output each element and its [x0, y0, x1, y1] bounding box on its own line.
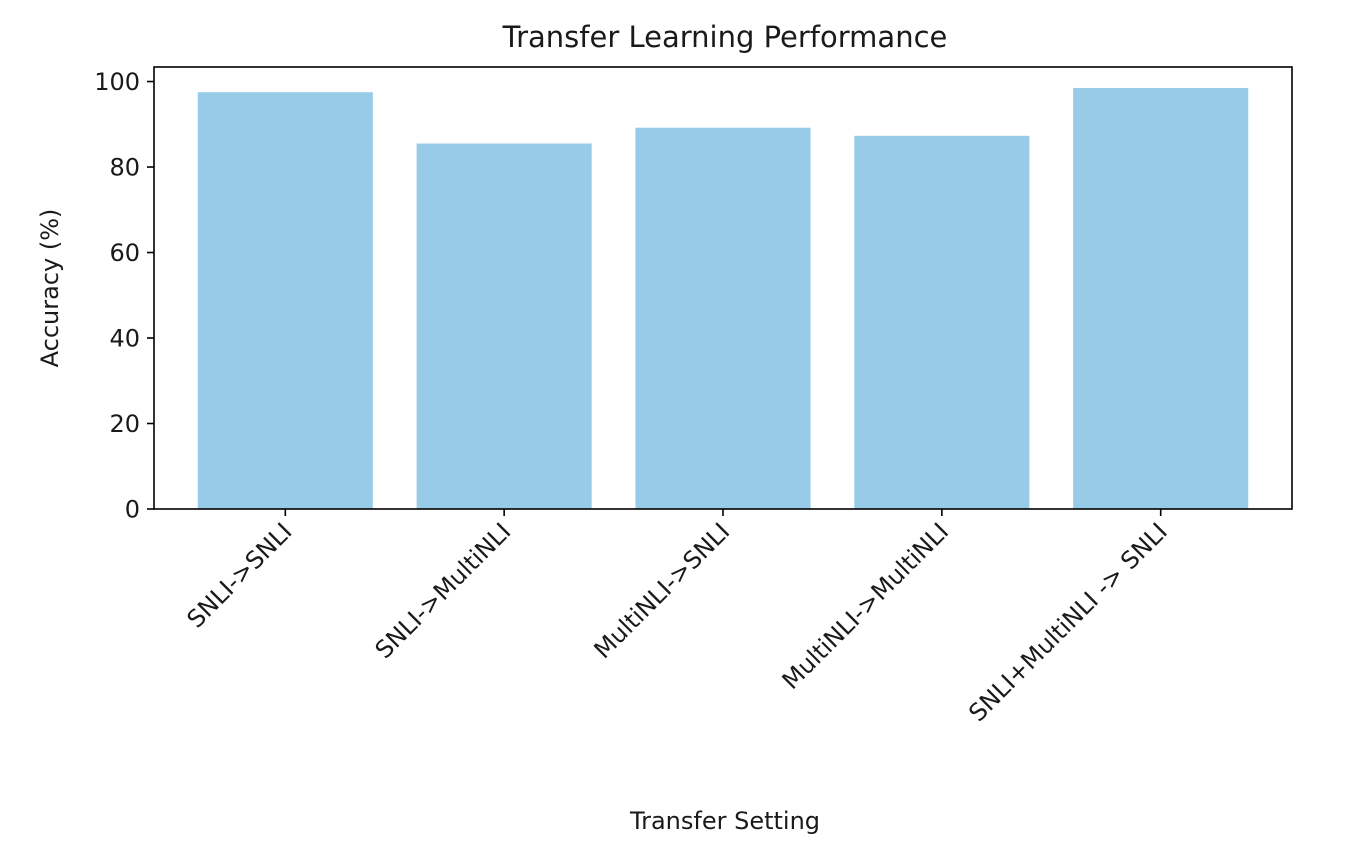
x-tick-label: SNLI+MultiNLI -> SNLI [963, 517, 1173, 727]
bar [197, 92, 373, 509]
y-tick-label: 60 [109, 239, 140, 267]
x-tick-label: SNLI->MultiNLI [370, 517, 517, 664]
x-tick-label: SNLI->SNLI [182, 517, 298, 633]
bars-layer [197, 87, 1249, 509]
y-axis: 0 20 40 60 80 100 [94, 68, 154, 524]
y-tick-label: 40 [109, 325, 140, 353]
bar [635, 127, 811, 509]
bar [416, 143, 592, 509]
y-axis-label: Accuracy (%) [36, 209, 64, 368]
x-axis-label: Transfer Setting [629, 807, 820, 835]
y-tick-label: 0 [125, 496, 140, 524]
y-tick-label: 20 [109, 410, 140, 438]
x-axis: SNLI->SNLI SNLI->MultiNLI MultiNLI->SNLI Mu… [182, 509, 1173, 727]
y-tick-label: 80 [109, 154, 140, 182]
x-tick-label: MultiNLI->MultiNLI [777, 517, 954, 694]
bar [1073, 87, 1249, 509]
chart-title: Transfer Learning Performance [502, 20, 948, 54]
y-tick-label: 100 [94, 68, 140, 96]
x-tick-label: MultiNLI->SNLI [589, 517, 736, 664]
bar [854, 135, 1030, 509]
